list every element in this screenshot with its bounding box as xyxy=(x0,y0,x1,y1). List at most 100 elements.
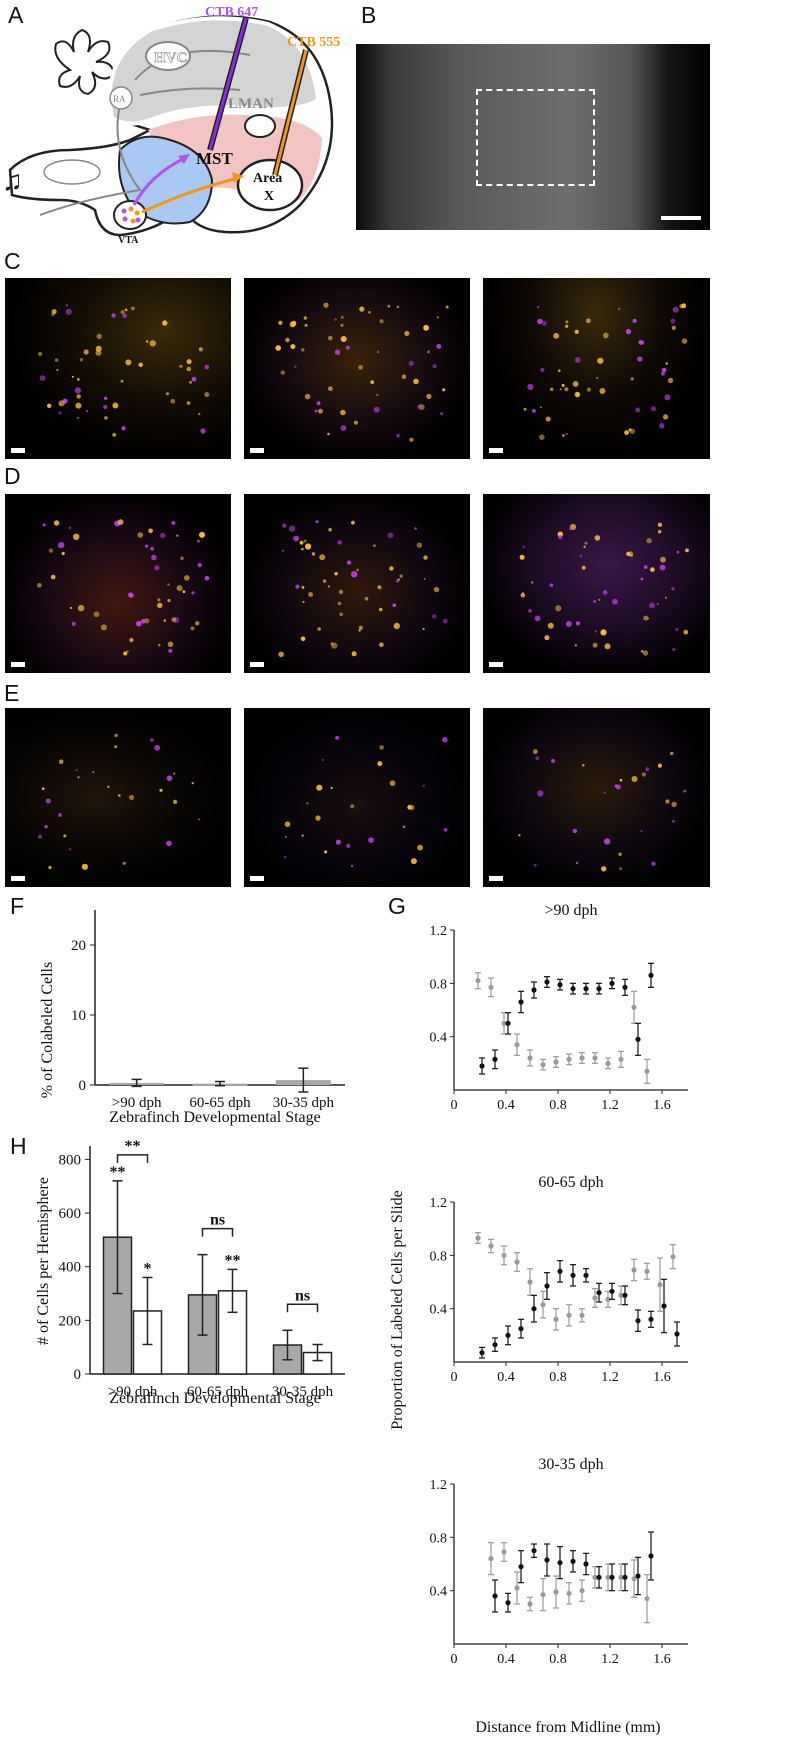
g-subplot-title: >90 dph xyxy=(544,902,597,919)
g-data-point xyxy=(475,1235,481,1241)
nucleus-ellipse xyxy=(43,159,101,185)
g-data-point xyxy=(557,982,563,988)
image-d2 xyxy=(244,494,470,673)
g-data-point xyxy=(531,1306,537,1312)
g-data-point xyxy=(531,987,537,993)
h-y-tick-label: 200 xyxy=(59,1313,82,1329)
h-y-tick-label: 800 xyxy=(59,1152,82,1168)
music-note-icon: ♫ xyxy=(2,166,23,197)
f-category-label: 30-35 dph xyxy=(273,1095,335,1111)
vta-nucleus xyxy=(113,200,147,230)
g-subplot: 60-65 dph 0.4 0.8 1.2 0 0.4 0.8 1.2 1.6 xyxy=(430,1174,688,1385)
h-pair-significance: ns xyxy=(295,1287,310,1304)
g-y-axis-label: Proportion of Labeled Cells per Slide xyxy=(389,1190,406,1430)
g-x-tick-label: 0 xyxy=(451,1098,458,1113)
panel-label-d: D xyxy=(4,463,21,489)
g-data-point xyxy=(674,1331,680,1337)
scale-bar xyxy=(661,216,701,220)
g-data-point xyxy=(596,1290,602,1296)
g-data-point xyxy=(648,1316,654,1322)
g-data-point xyxy=(553,1316,559,1322)
h-bar-significance: ** xyxy=(225,1252,241,1269)
g-data-point xyxy=(570,986,576,992)
panel-label-e: E xyxy=(4,680,20,706)
panel-label-h: H xyxy=(10,1133,27,1159)
g-x-tick-label: 0.4 xyxy=(497,1370,515,1385)
f-category-label: 60-65 dph xyxy=(189,1095,251,1111)
g-data-point xyxy=(605,1060,611,1066)
f-category-label: >90 dph xyxy=(112,1095,162,1111)
g-subplot: 30-35 dph 0.4 0.8 1.2 0 0.4 0.8 1.2 1.6 xyxy=(430,1456,688,1667)
label-hvc: HVC xyxy=(154,50,187,66)
descending-arrow xyxy=(39,104,142,216)
g-data-point xyxy=(657,1282,663,1288)
g-data-point xyxy=(583,1561,589,1567)
g-data-point xyxy=(518,999,524,1005)
label-mst: MST xyxy=(196,149,234,168)
panel-label-f: F xyxy=(10,893,25,919)
g-data-point xyxy=(553,1589,559,1595)
g-data-point xyxy=(492,1593,498,1599)
g-data-point xyxy=(644,1596,650,1602)
chart-g-proportion: >90 dph 0.4 0.8 1.2 0 0.4 0.8 1.2 1.6 60-65 dph 0.… xyxy=(389,902,688,1736)
g-data-point xyxy=(609,1574,615,1580)
g-data-point xyxy=(492,1056,498,1062)
g-x-tick-label: 0.8 xyxy=(549,1098,567,1113)
g-data-point xyxy=(609,1288,615,1294)
area-x-nucleus xyxy=(236,158,304,212)
g-data-point xyxy=(631,1267,637,1273)
g-data-point xyxy=(635,1573,641,1579)
g-data-point xyxy=(644,1068,650,1074)
g-x-tick-label: 0.4 xyxy=(497,1098,515,1113)
f-y-tick-label: 10 xyxy=(71,1008,86,1024)
g-subplot-title: 30-35 dph xyxy=(538,1456,603,1473)
g-data-point xyxy=(579,1312,585,1318)
g-data-point xyxy=(514,1042,520,1048)
roi-dashed-box xyxy=(476,89,595,186)
g-data-point xyxy=(505,1020,511,1026)
h-pair-significance: ** xyxy=(125,1138,141,1155)
image-d3 xyxy=(483,494,710,673)
label-x: X xyxy=(264,189,274,204)
g-x-tick-label: 1.2 xyxy=(601,1652,619,1667)
h-bar-significance: ** xyxy=(110,1164,126,1181)
image-c1 xyxy=(5,278,231,459)
g-x-tick-label: 1.2 xyxy=(601,1098,619,1113)
h-x-axis-label: Zebrafinch Developmental Stage xyxy=(109,1390,320,1407)
g-y-tick-label: 0.4 xyxy=(430,1031,448,1046)
label-ra: RA xyxy=(113,94,126,104)
g-data-point xyxy=(618,1056,624,1062)
g-data-point xyxy=(579,1055,585,1061)
g-data-point xyxy=(501,1549,507,1555)
g-data-point xyxy=(557,1268,563,1274)
g-y-tick-label: 0.8 xyxy=(430,977,448,992)
brain-slice-image xyxy=(356,44,710,230)
areax-projection-arrow xyxy=(141,176,239,214)
label-ctb647: CTB 647 xyxy=(205,5,258,20)
g-y-tick-label: 0.8 xyxy=(430,1249,448,1264)
g-data-point xyxy=(631,1004,637,1010)
g-data-point xyxy=(518,1326,524,1332)
h-category-label: >90 dph xyxy=(108,1384,158,1400)
h-y-axis-label: # of Cells per Hemisphere xyxy=(35,1177,52,1345)
h-y-tick-label: 600 xyxy=(59,1206,82,1222)
label-area: Area xyxy=(253,171,282,186)
g-data-point xyxy=(527,1055,533,1061)
image-d1 xyxy=(5,494,231,673)
g-data-point xyxy=(635,1318,641,1324)
g-data-point xyxy=(540,1302,546,1308)
g-data-point xyxy=(527,1279,533,1285)
g-y-tick-label: 1.2 xyxy=(430,1478,448,1493)
g-data-point xyxy=(592,1295,598,1301)
image-e1 xyxy=(5,708,231,887)
g-data-point xyxy=(609,980,615,986)
g-data-point xyxy=(518,1564,524,1570)
g-x-tick-label: 0 xyxy=(451,1370,458,1385)
f-y-axis-label: % of Colabeled Cells xyxy=(39,962,56,1098)
h-category-label: 30-35 dph xyxy=(272,1384,334,1400)
panel-label-c: C xyxy=(4,248,21,274)
g-y-tick-label: 0.4 xyxy=(430,1585,448,1600)
g-data-point xyxy=(540,1592,546,1598)
panel-label-a: A xyxy=(8,2,24,28)
g-x-tick-label: 1.6 xyxy=(653,1652,671,1667)
